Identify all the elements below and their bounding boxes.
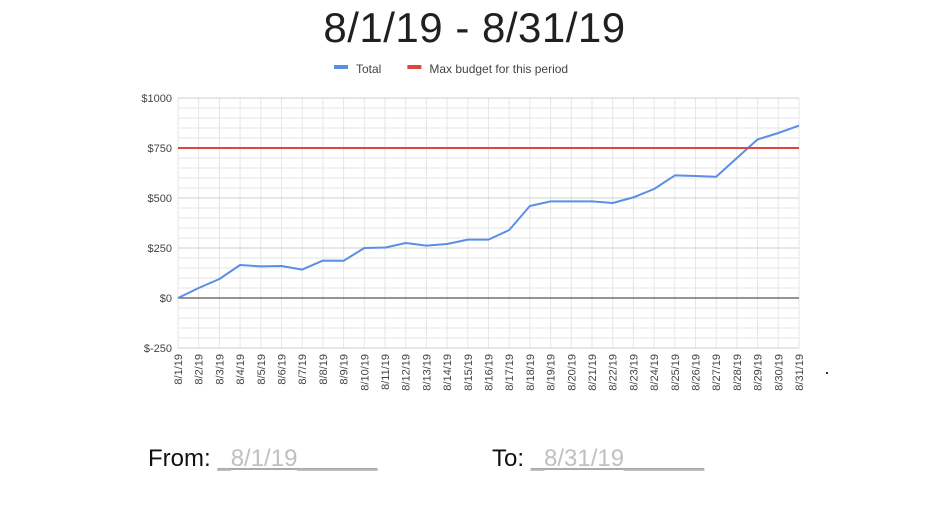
y-tick-label: $750 [148, 143, 172, 155]
x-tick-label: 8/26/19 [691, 354, 703, 391]
x-tick-label: 8/6/19 [277, 354, 289, 385]
x-tick-label: 8/27/19 [711, 354, 723, 391]
x-tick-label: 8/14/19 [442, 354, 454, 391]
y-tick-label: $250 [148, 243, 172, 255]
chart-title: 8/1/19 - 8/31/19 [323, 4, 626, 51]
x-tick-label: 8/29/19 [753, 354, 765, 391]
x-tick-label: 8/11/19 [380, 354, 392, 390]
legend-label-total: Total [356, 62, 381, 76]
legend: Total Max budget for this period [334, 62, 568, 76]
from-field[interactable]: From: _8/1/19______ [148, 445, 378, 473]
grid [177, 97, 800, 349]
x-tick-label: 8/31/19 [794, 354, 806, 391]
to-label: To: [492, 445, 525, 472]
y-tick-label: $-250 [144, 343, 172, 355]
x-tick-label: 8/25/19 [670, 354, 682, 391]
to-field[interactable]: To: _8/31/19______ [492, 445, 704, 473]
x-tick-label: 8/3/19 [214, 354, 226, 385]
y-tick-label: $0 [160, 293, 172, 305]
y-tick-label: $500 [148, 193, 172, 205]
series [177, 124, 800, 299]
x-tick-label: 8/23/19 [628, 354, 640, 391]
x-tick-label: 8/8/19 [318, 354, 330, 385]
x-tick-label: 8/13/19 [421, 354, 433, 391]
legend-swatch-total [334, 65, 348, 69]
total-series-line [177, 124, 800, 299]
x-tick-label: 8/1/19 [173, 354, 185, 385]
x-tick-label: 8/19/19 [546, 354, 558, 391]
x-tick-label: 8/7/19 [297, 354, 309, 385]
x-tick-label: 8/22/19 [608, 354, 620, 391]
x-tick-label: 8/16/19 [484, 354, 496, 391]
x-tick-label: 8/20/19 [566, 354, 578, 391]
x-tick-label: 8/12/19 [401, 354, 413, 391]
x-tick-label: 8/10/19 [359, 354, 371, 391]
to-value[interactable]: _8/31/19______ [530, 445, 705, 472]
x-tick-label: 8/28/19 [732, 354, 744, 391]
legend-swatch-budget [407, 65, 422, 69]
x-tick-label: 8/2/19 [194, 354, 206, 385]
x-tick-label: 8/4/19 [235, 354, 247, 385]
from-label: From: [148, 445, 211, 472]
stray-mark [826, 372, 828, 374]
x-tick-label: 8/21/19 [587, 354, 599, 391]
x-tick-label: 8/15/19 [463, 354, 475, 391]
line-chart: $-250 $0 $250 $500 $750 $1000 8/1/19 8/2/19 8/3/… [141, 62, 806, 391]
x-tick-label: 8/18/19 [525, 354, 537, 391]
x-tick-label: 8/5/19 [256, 354, 268, 385]
x-tick-label: 8/9/19 [339, 354, 351, 385]
x-tick-label: 8/24/19 [649, 354, 661, 391]
x-tick-label: 8/17/19 [504, 354, 516, 391]
y-tick-label: $1000 [141, 93, 172, 105]
from-value[interactable]: _8/1/19______ [217, 445, 378, 472]
legend-label-budget: Max budget for this period [429, 62, 568, 76]
x-tick-label: 8/30/19 [773, 354, 785, 391]
axes: $-250 $0 $250 $500 $750 $1000 8/1/19 8/2/19 8/3/… [141, 93, 806, 391]
